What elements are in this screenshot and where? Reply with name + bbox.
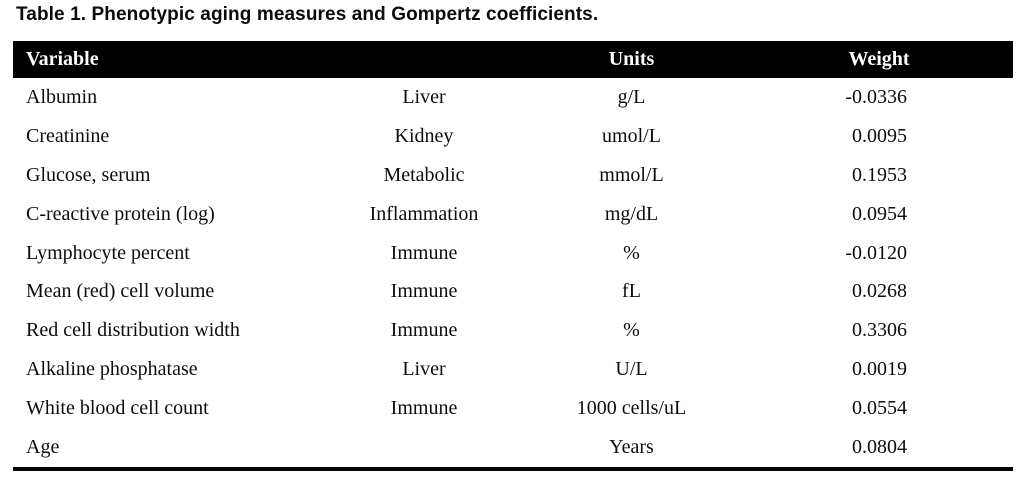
cell-variable: Creatinine bbox=[26, 124, 110, 147]
cell-weight: 0.0804 bbox=[852, 435, 907, 458]
table-row: Creatinine Kidney umol/L 0.0095 bbox=[13, 117, 1013, 156]
table-row: Mean (red) cell volume Immune fL 0.0268 bbox=[13, 272, 1013, 311]
cell-units: mmol/L bbox=[599, 163, 664, 186]
cell-system: Inflammation bbox=[369, 202, 479, 225]
cell-system: Immune bbox=[390, 397, 458, 420]
cell-units: 1000 cells/uL bbox=[576, 397, 687, 420]
cell-units: Years bbox=[609, 435, 654, 458]
cell-system: Liver bbox=[402, 85, 446, 108]
table-row: Lymphocyte percent Immune % -0.0120 bbox=[13, 234, 1013, 273]
cell-system: Metabolic bbox=[383, 163, 465, 186]
cell-units: g/L bbox=[617, 85, 646, 108]
table-header-row: Variable Units Weight bbox=[13, 41, 1013, 78]
cell-units: % bbox=[623, 241, 640, 264]
cell-units: % bbox=[623, 319, 640, 342]
cell-variable: Lymphocyte percent bbox=[26, 241, 190, 264]
table-body: Albumin Liver g/L -0.0336 Creatinine Kid… bbox=[13, 78, 1013, 471]
cell-variable: White blood cell count bbox=[26, 397, 209, 420]
cell-weight: 0.0268 bbox=[852, 280, 907, 303]
cell-system: Immune bbox=[390, 241, 458, 264]
cell-variable: Age bbox=[26, 435, 60, 458]
cell-variable: Mean (red) cell volume bbox=[26, 280, 215, 303]
phenotypic-aging-table: Variable Units Weight Albumin Liver g/L … bbox=[13, 41, 1013, 471]
table-row: Red cell distribution width Immune % 0.3… bbox=[13, 311, 1013, 350]
column-header-weight: Weight bbox=[848, 48, 910, 70]
table-row: Glucose, serum Metabolic mmol/L 0.1953 bbox=[13, 156, 1013, 195]
cell-units: umol/L bbox=[602, 124, 661, 147]
cell-system: Immune bbox=[390, 280, 458, 303]
table-row: White blood cell count Immune 1000 cells… bbox=[13, 389, 1013, 428]
cell-units: U/L bbox=[615, 358, 648, 381]
cell-weight: 0.0095 bbox=[852, 124, 907, 147]
cell-units: fL bbox=[622, 280, 641, 303]
column-header-variable: Variable bbox=[26, 48, 99, 70]
cell-system: Immune bbox=[390, 319, 458, 342]
cell-weight: 0.1953 bbox=[852, 163, 907, 186]
cell-weight: 0.0954 bbox=[852, 202, 907, 225]
cell-variable: Alkaline phosphatase bbox=[26, 358, 198, 381]
cell-units: mg/dL bbox=[604, 202, 659, 225]
cell-variable: Albumin bbox=[26, 85, 98, 108]
table-row: Albumin Liver g/L -0.0336 bbox=[13, 78, 1013, 117]
cell-system: Kidney bbox=[394, 124, 454, 147]
cell-variable: Glucose, serum bbox=[26, 163, 151, 186]
column-header-units: Units bbox=[608, 48, 655, 70]
table-row: C-reactive protein (log) Inflammation mg… bbox=[13, 195, 1013, 234]
cell-weight: 0.0019 bbox=[852, 358, 907, 381]
cell-weight: 0.3306 bbox=[852, 319, 907, 342]
cell-variable: Red cell distribution width bbox=[26, 319, 240, 342]
cell-system: Liver bbox=[402, 358, 446, 381]
table-row: Alkaline phosphatase Liver U/L 0.0019 bbox=[13, 350, 1013, 389]
table-title: Table 1. Phenotypic aging measures and G… bbox=[16, 4, 599, 25]
cell-variable: C-reactive protein (log) bbox=[26, 202, 215, 225]
cell-weight: 0.0554 bbox=[852, 397, 907, 420]
table-row: Age Years 0.0804 bbox=[13, 428, 1013, 467]
cell-weight: -0.0336 bbox=[845, 85, 907, 108]
cell-weight: -0.0120 bbox=[845, 241, 907, 264]
